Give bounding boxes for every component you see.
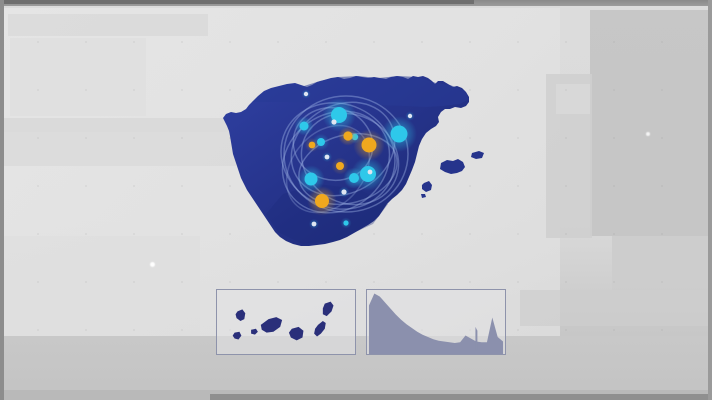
marker-dot[interactable] (336, 162, 344, 170)
marker-dot[interactable] (299, 121, 309, 131)
map-marker[interactable] (405, 111, 415, 121)
island-el-hierro (251, 328, 258, 335)
orbit-ring-1 (283, 95, 409, 213)
map-marker[interactable] (364, 166, 376, 178)
background-sparkle-a (150, 262, 155, 267)
background-panel-mid-left-2 (0, 132, 236, 166)
canary-islands-svg (232, 301, 334, 341)
map-marker[interactable] (353, 129, 385, 161)
background-panel-top-right (590, 10, 712, 236)
background-left-edge (0, 0, 4, 400)
island-la-gomera (232, 331, 242, 340)
marker-dot[interactable] (367, 169, 373, 175)
map-marker[interactable] (301, 89, 311, 99)
island-mallorca (440, 159, 465, 174)
marker-dot[interactable] (343, 220, 349, 226)
island-lanzarote (322, 301, 334, 317)
marker-dot[interactable] (303, 91, 309, 97)
island-tenerife (260, 317, 283, 333)
map-marker[interactable] (308, 218, 320, 230)
mainland-north-coast-detail (252, 76, 469, 107)
marker-dot[interactable] (311, 221, 317, 227)
inset-canary-islands (216, 289, 356, 355)
island-la-palma (235, 309, 246, 322)
background-top-band-dark (0, 0, 474, 4)
background-bottom-strip (210, 394, 712, 400)
island-ibiza (422, 181, 432, 192)
map-marker[interactable] (381, 116, 417, 152)
background-panel-mid-right (556, 84, 590, 114)
marker-dot[interactable] (315, 194, 329, 208)
map-marker[interactable] (321, 151, 333, 163)
chart-area-series (368, 293, 504, 354)
island-formentera (421, 194, 426, 198)
island-fuerteventura (314, 321, 326, 337)
map-marker[interactable] (297, 165, 325, 193)
marker-dot[interactable] (361, 137, 377, 153)
map-marker[interactable] (331, 157, 349, 175)
island-menorca (471, 151, 484, 159)
spain-map-svg (223, 76, 484, 246)
island-gran-canaria (288, 326, 304, 341)
chart-peak-marker (475, 326, 478, 351)
marker-dot[interactable] (308, 141, 316, 149)
map-marker[interactable] (307, 186, 337, 216)
background-panel-top-left (8, 14, 208, 36)
marker-dot[interactable] (343, 131, 353, 141)
map-markers-layer (294, 89, 417, 230)
map-marker[interactable] (294, 116, 314, 136)
marker-dot[interactable] (324, 154, 330, 160)
background-panel-top-left-2 (10, 38, 146, 116)
map-marker[interactable] (338, 126, 358, 146)
marker-dot[interactable] (349, 173, 359, 183)
background-bottom-band (0, 336, 712, 400)
map-marker[interactable] (328, 116, 340, 128)
profile-chart-svg (368, 293, 504, 354)
map-marker[interactable] (340, 217, 352, 229)
map-marker[interactable] (304, 137, 320, 153)
marker-dot[interactable] (407, 113, 413, 119)
spain-map (188, 44, 540, 294)
background-sparkle-c (646, 132, 650, 136)
marker-dot[interactable] (304, 172, 318, 186)
balearic-islands-group (421, 151, 484, 198)
marker-dot[interactable] (390, 125, 408, 143)
background-panel-bottom-right (612, 236, 712, 292)
background-panel-bottom-right-2 (520, 290, 712, 326)
map-marker[interactable] (338, 186, 350, 198)
marker-dot[interactable] (341, 189, 347, 195)
marker-dot[interactable] (331, 119, 337, 125)
background-right-edge (708, 0, 712, 400)
inset-profile-chart (366, 289, 506, 355)
background-panel-bottom-left (0, 236, 200, 336)
map-marker[interactable] (343, 167, 365, 189)
